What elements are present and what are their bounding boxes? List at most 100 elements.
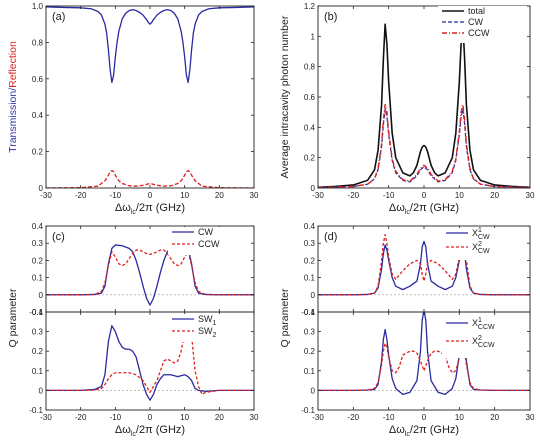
y-axis-title: Transmission/Reflection — [7, 41, 19, 153]
legend-label-sup: 1 — [478, 317, 482, 324]
series-line-sw1 — [46, 325, 254, 401]
legend-label-base: X — [472, 242, 478, 252]
y-tick-label: 0 — [311, 184, 316, 193]
legend-label: X2 CW — [472, 241, 490, 255]
x-tick-label: 10 — [455, 191, 464, 200]
y-tick-label: 0.4 — [304, 222, 316, 231]
legend-label-sub: CW — [478, 234, 490, 241]
x-tick-label: -10 — [110, 191, 122, 200]
x-tick-label: 0 — [148, 413, 153, 422]
panel-c: (c) Δωlc/2π (GHz) Q parameter — [7, 231, 185, 438]
x-axis-title-sub: lc — [131, 209, 137, 216]
x-axis-title-sub: lc — [131, 431, 137, 438]
x-axis-title: Δωlc/2π (GHz) — [389, 202, 459, 216]
x-axis-title-tail: /2π (GHz) — [410, 424, 459, 436]
y-tick-label: 0.4 — [32, 308, 44, 317]
y-tick-label: -0.1 — [301, 406, 315, 415]
legend-box — [438, 6, 527, 43]
y-tick-label: 1.2 — [304, 2, 316, 11]
x-tick-label: 0 — [422, 413, 427, 422]
x-axis-title: Δωlc/2π (GHz) — [115, 202, 185, 216]
x-axis-title-main: Δω — [115, 424, 131, 436]
x-tick-label: 20 — [490, 413, 499, 422]
y-tick-label: 0.8 — [32, 38, 44, 47]
x-tick-label: -30 — [312, 413, 324, 422]
series-line-s1 — [46, 6, 254, 84]
y-tick-label: 0.6 — [32, 75, 44, 84]
panel-b: (b) Δωlc/2π (GHz) Average intracavity phot… — [279, 11, 459, 216]
x-tick-label: -30 — [40, 413, 52, 422]
panel-letter: (b) — [324, 11, 337, 23]
y-tick-label: 0.1 — [32, 367, 44, 376]
x-tick-label: 10 — [180, 191, 189, 200]
x-axis-title-tail: /2π (GHz) — [410, 202, 459, 214]
y-tick-label: 1 — [311, 32, 316, 41]
legend-c-top: CW CCW — [168, 227, 251, 255]
x-axis-title-sub: lc — [405, 209, 411, 216]
y-tick-label: -0.1 — [301, 308, 315, 317]
y-tick-label: 0.6 — [304, 93, 316, 102]
x-tick-label: 30 — [526, 413, 535, 422]
y-tick-label: 0.4 — [304, 123, 316, 132]
legend-label-sup: 2 — [478, 241, 482, 248]
legend-label: CW — [468, 17, 483, 27]
x-axis-title: Δωlc/2π (GHz) — [115, 424, 185, 438]
x-axis-title-main: Δω — [389, 202, 405, 214]
y-tick-label: 0.8 — [304, 63, 316, 72]
y-axis-title-part: Reflection — [7, 41, 19, 88]
x-tick-label: 20 — [215, 413, 224, 422]
x-tick-label: -20 — [348, 191, 360, 200]
x-axis-title: Δωlc/2π (GHz) — [389, 424, 459, 438]
legend-label-base: X — [472, 318, 478, 328]
legend-label: CCW — [468, 28, 490, 38]
series-line-s2 — [46, 170, 254, 188]
x-tick-label: -10 — [383, 191, 395, 200]
legend-label-sub: CCW — [478, 324, 495, 331]
plot-b: 0 0.2 0.4 0.6 0.8 1 1.2 -30 -20 -10 0 10 20 30 totalCW… — [304, 2, 535, 200]
series-line-ccw — [46, 249, 254, 296]
x-tick-label: 0 — [422, 191, 427, 200]
x-tick-label: 10 — [180, 413, 189, 422]
y-tick-label: 0.2 — [32, 148, 44, 157]
x-tick-label: 10 — [455, 413, 464, 422]
series-line-total — [318, 23, 530, 188]
x-tick-label: 30 — [526, 191, 535, 200]
panel-letter: (d) — [324, 231, 337, 243]
legend-label-sub: 1 — [213, 320, 217, 327]
y-tick-label: 0.2 — [304, 347, 316, 356]
x-axis-title-tail: /2π (GHz) — [136, 202, 185, 214]
legend-label: X2 CCW — [472, 335, 495, 349]
x-tick-label: 0 — [148, 191, 153, 200]
legend-label-sub: 2 — [213, 332, 217, 339]
y-tick-label: 0.2 — [32, 347, 44, 356]
legend-label-base: X — [472, 228, 478, 238]
y-tick-label: 0.3 — [32, 328, 44, 337]
panel-a: (a) Δωlc/2π (GHz) Transmission/Reflection — [7, 11, 185, 216]
legend-label-sub: CCW — [478, 342, 495, 349]
x-tick-label: 30 — [250, 191, 259, 200]
y-tick-label: 0.2 — [304, 154, 316, 163]
x-tick-label: -30 — [40, 191, 52, 200]
x-tick-label: 20 — [490, 191, 499, 200]
x-tick-label: -10 — [110, 413, 122, 422]
y-tick-label: 0 — [39, 386, 44, 395]
legend-label: total — [468, 6, 485, 16]
y-axis-title: Average intracavity photon number — [279, 15, 291, 178]
y-tick-label: 0 — [311, 386, 316, 395]
x-axis-title-tail: /2π (GHz) — [136, 424, 185, 436]
x-axis-title-main: Δω — [389, 424, 405, 436]
panel-letter: (c) — [52, 231, 65, 243]
legend-label: CW — [198, 227, 213, 237]
legend-label: SW1 — [198, 314, 217, 327]
y-tick-label: 0 — [39, 184, 44, 193]
legend-label-sub: CW — [478, 248, 490, 255]
legend-label: CCW — [198, 239, 220, 249]
legend-box — [442, 318, 527, 358]
legend-label-sup: 2 — [478, 335, 482, 342]
